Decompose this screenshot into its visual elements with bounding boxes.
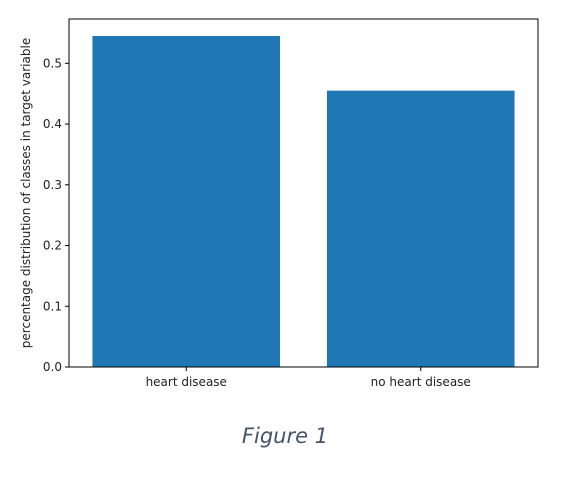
plot-frame	[68, 18, 539, 368]
y-tick-label: 0.2	[43, 239, 62, 253]
x-axis-ticks: heart disease no heart disease	[146, 367, 471, 389]
x-tick-label: heart disease	[146, 375, 227, 389]
y-tick-label: 0.1	[43, 299, 62, 313]
y-tick-label: 0.0	[43, 360, 62, 374]
y-tick-label: 0.5	[43, 56, 62, 70]
x-tick-label: no heart disease	[371, 375, 471, 389]
y-tick-label: 0.4	[43, 117, 62, 131]
y-tick-label: 0.3	[43, 178, 62, 192]
y-axis-label: percentage distribution of classes in ta…	[19, 38, 33, 348]
bar-no-heart-disease	[326, 90, 515, 368]
bars-group	[92, 36, 515, 368]
figure-caption: Figure 1	[241, 424, 329, 448]
bar-heart-disease	[92, 36, 281, 367]
y-axis-ticks: 0.0 0.1 0.2 0.3 0.4 0.5	[43, 56, 69, 374]
